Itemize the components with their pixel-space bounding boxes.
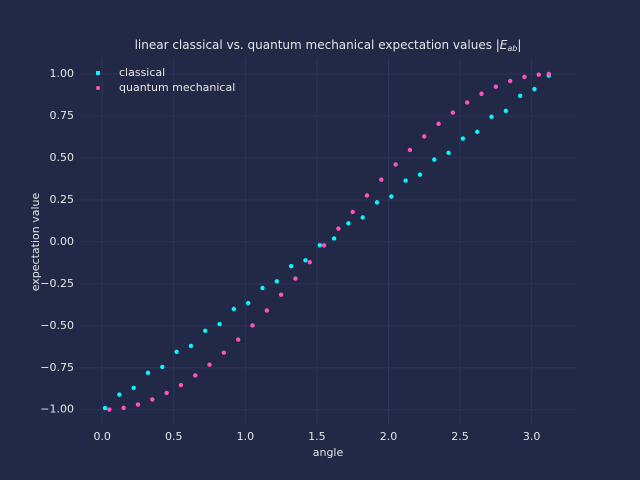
x-tick-label: 2.5 <box>451 430 469 443</box>
point <box>507 78 513 84</box>
point <box>107 407 112 412</box>
point <box>436 121 441 127</box>
chart-title: linear classical vs. quantum mechanical … <box>135 38 522 53</box>
point <box>403 178 408 183</box>
point <box>360 215 365 220</box>
point <box>188 343 194 349</box>
point <box>260 285 265 291</box>
point <box>131 385 136 391</box>
point <box>503 108 509 114</box>
y-tick-label: 0.00 <box>50 235 75 248</box>
y-tick-label: −0.75 <box>40 361 74 374</box>
point <box>121 405 126 411</box>
point <box>278 292 284 297</box>
x-tick-label: 1.0 <box>237 430 255 443</box>
point <box>193 373 198 378</box>
point <box>465 100 470 105</box>
point <box>303 258 308 263</box>
point <box>432 157 437 162</box>
point <box>245 300 251 306</box>
y-tick-label: 0.25 <box>50 193 75 206</box>
x-tick-label: 1.5 <box>308 430 326 443</box>
point <box>536 72 541 77</box>
point <box>135 402 141 407</box>
point <box>174 349 179 355</box>
point <box>417 172 423 177</box>
x-tick-label: 0.0 <box>93 430 111 443</box>
point <box>221 350 227 355</box>
point <box>517 93 523 98</box>
x-axis-label: angle <box>313 446 344 459</box>
point <box>546 71 552 77</box>
point <box>160 364 165 370</box>
point <box>364 193 370 198</box>
point <box>274 279 280 284</box>
point <box>317 242 322 248</box>
y-axis-label: expectation value <box>29 193 42 292</box>
point <box>374 200 380 205</box>
point <box>446 150 451 156</box>
point <box>336 226 341 231</box>
point <box>460 136 466 141</box>
point <box>389 194 394 199</box>
point <box>321 243 327 248</box>
point <box>379 177 384 182</box>
point <box>117 392 122 397</box>
point <box>293 276 298 281</box>
point <box>164 390 169 396</box>
point <box>422 134 427 139</box>
point <box>231 306 237 312</box>
legend-label: quantum mechanical <box>119 81 235 94</box>
point <box>532 86 537 92</box>
point <box>102 405 108 411</box>
y-tick-label: −0.50 <box>40 319 74 332</box>
point <box>203 328 208 334</box>
point <box>331 236 337 241</box>
point <box>264 308 270 313</box>
point <box>217 321 222 327</box>
y-tick-label: −0.25 <box>40 277 74 290</box>
y-tick-label: 0.75 <box>50 109 75 122</box>
title-math: |E <box>496 38 508 52</box>
x-tick-label: 3.0 <box>523 430 541 443</box>
point <box>393 162 398 167</box>
title-math-end: | <box>517 38 521 52</box>
point <box>475 129 480 135</box>
y-tick-label: −1.00 <box>40 403 74 416</box>
x-tick-label: 0.5 <box>165 430 183 443</box>
point <box>479 91 484 96</box>
point <box>207 362 212 367</box>
point <box>346 221 351 226</box>
point <box>288 263 294 269</box>
title-math-sub: ab <box>507 44 517 53</box>
x-tick-label: 2.0 <box>380 430 398 443</box>
point <box>489 114 494 119</box>
legend-marker <box>96 86 100 90</box>
point <box>178 382 184 388</box>
title-text: linear classical vs. quantum mechanical … <box>135 38 496 52</box>
point <box>493 84 499 89</box>
point <box>235 337 241 342</box>
point <box>307 259 312 265</box>
y-tick-label: 1.00 <box>50 67 75 80</box>
legend-marker <box>96 71 100 75</box>
y-tick-label: 0.50 <box>50 151 75 164</box>
legend-label: classical <box>119 66 165 79</box>
point <box>150 397 155 402</box>
point <box>250 323 255 328</box>
point <box>522 74 527 80</box>
point <box>407 147 413 153</box>
point <box>145 370 151 375</box>
point <box>350 209 355 215</box>
point <box>450 110 456 115</box>
